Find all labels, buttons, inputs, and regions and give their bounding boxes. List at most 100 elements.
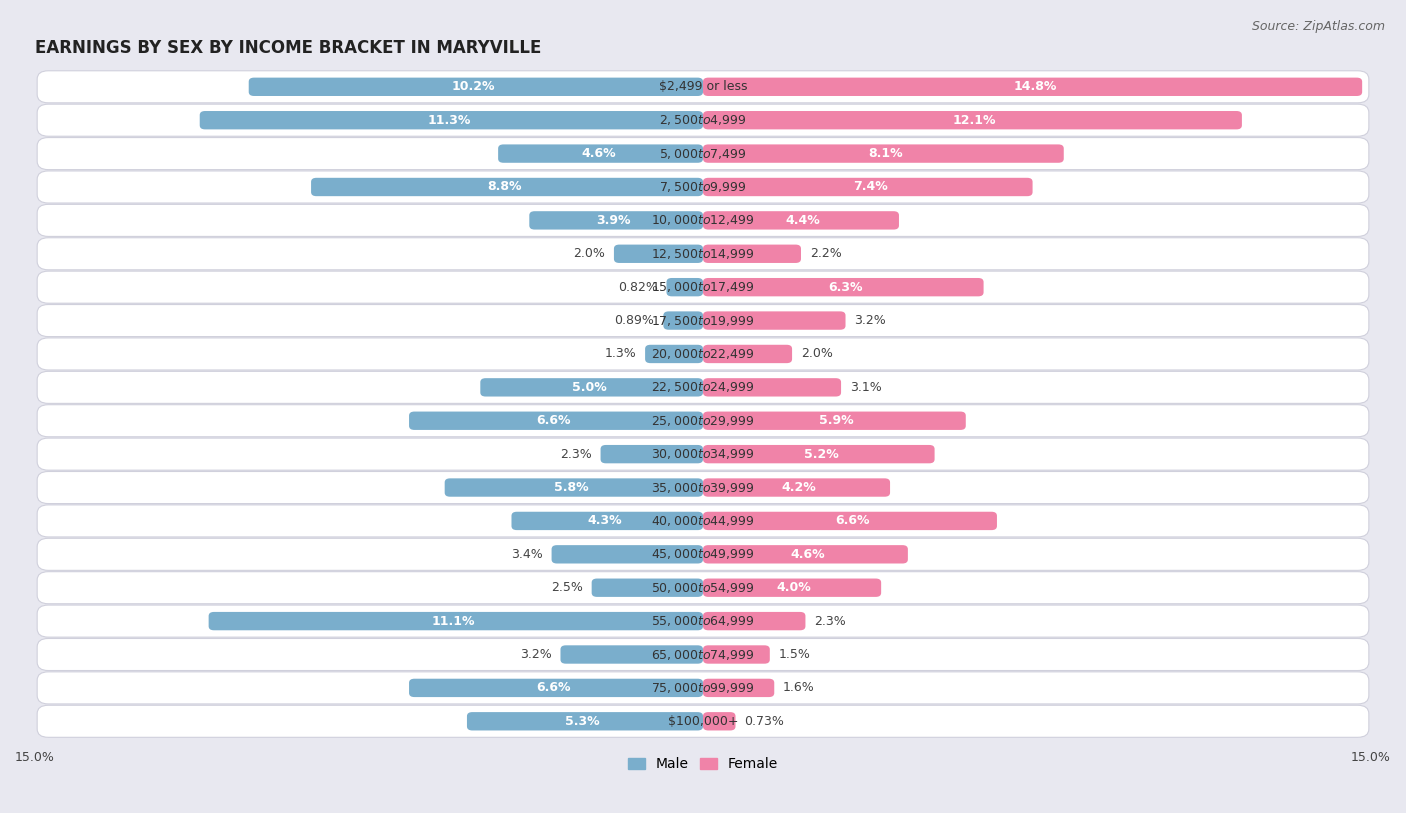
Text: 2.0%: 2.0% — [574, 247, 605, 260]
Text: 4.6%: 4.6% — [790, 548, 825, 561]
FancyBboxPatch shape — [703, 478, 890, 497]
Legend: Male, Female: Male, Female — [623, 751, 783, 776]
Text: 2.0%: 2.0% — [801, 347, 832, 360]
Text: $2,499 or less: $2,499 or less — [659, 80, 747, 93]
FancyBboxPatch shape — [37, 572, 1369, 604]
FancyBboxPatch shape — [703, 546, 908, 563]
Text: $7,500 to $9,999: $7,500 to $9,999 — [659, 180, 747, 194]
FancyBboxPatch shape — [703, 712, 735, 730]
Text: 5.2%: 5.2% — [804, 448, 838, 461]
FancyBboxPatch shape — [37, 605, 1369, 637]
FancyBboxPatch shape — [703, 111, 1241, 129]
FancyBboxPatch shape — [311, 178, 703, 196]
FancyBboxPatch shape — [703, 178, 1032, 196]
Text: 11.3%: 11.3% — [427, 114, 471, 127]
Text: 2.5%: 2.5% — [551, 581, 582, 594]
Text: 7.4%: 7.4% — [852, 180, 887, 193]
FancyBboxPatch shape — [37, 705, 1369, 737]
Text: $45,000 to $49,999: $45,000 to $49,999 — [651, 547, 755, 561]
Text: 6.6%: 6.6% — [537, 415, 571, 428]
Text: 4.2%: 4.2% — [782, 481, 815, 494]
FancyBboxPatch shape — [703, 445, 935, 463]
FancyBboxPatch shape — [37, 272, 1369, 303]
Text: 6.3%: 6.3% — [828, 280, 863, 293]
Text: 3.9%: 3.9% — [596, 214, 631, 227]
Text: 4.6%: 4.6% — [581, 147, 616, 160]
Text: 5.0%: 5.0% — [572, 380, 607, 393]
FancyBboxPatch shape — [37, 472, 1369, 503]
Text: 11.1%: 11.1% — [432, 615, 475, 628]
Text: 3.2%: 3.2% — [520, 648, 551, 661]
FancyBboxPatch shape — [703, 311, 845, 330]
Text: $17,500 to $19,999: $17,500 to $19,999 — [651, 314, 755, 328]
Text: 5.8%: 5.8% — [554, 481, 589, 494]
FancyBboxPatch shape — [37, 171, 1369, 203]
FancyBboxPatch shape — [37, 405, 1369, 437]
Text: 3.4%: 3.4% — [510, 548, 543, 561]
FancyBboxPatch shape — [703, 679, 775, 697]
FancyBboxPatch shape — [37, 338, 1369, 370]
FancyBboxPatch shape — [37, 237, 1369, 270]
Text: $30,000 to $34,999: $30,000 to $34,999 — [651, 447, 755, 461]
FancyBboxPatch shape — [498, 145, 703, 163]
FancyBboxPatch shape — [703, 345, 792, 363]
Text: $40,000 to $44,999: $40,000 to $44,999 — [651, 514, 755, 528]
Text: 6.6%: 6.6% — [537, 681, 571, 694]
Text: 14.8%: 14.8% — [1014, 80, 1056, 93]
FancyBboxPatch shape — [37, 71, 1369, 102]
FancyBboxPatch shape — [37, 137, 1369, 170]
FancyBboxPatch shape — [409, 679, 703, 697]
Text: 2.3%: 2.3% — [560, 448, 592, 461]
Text: $15,000 to $17,499: $15,000 to $17,499 — [651, 280, 755, 294]
FancyBboxPatch shape — [703, 145, 1064, 163]
FancyBboxPatch shape — [703, 646, 770, 663]
Text: 0.89%: 0.89% — [614, 314, 654, 327]
FancyBboxPatch shape — [37, 104, 1369, 137]
Text: 5.3%: 5.3% — [565, 715, 600, 728]
FancyBboxPatch shape — [249, 77, 703, 96]
Text: 3.2%: 3.2% — [855, 314, 886, 327]
Text: $10,000 to $12,499: $10,000 to $12,499 — [651, 213, 755, 228]
FancyBboxPatch shape — [481, 378, 703, 397]
Text: $2,500 to $4,999: $2,500 to $4,999 — [659, 113, 747, 127]
Text: 4.4%: 4.4% — [786, 214, 821, 227]
Text: $50,000 to $54,999: $50,000 to $54,999 — [651, 580, 755, 595]
FancyBboxPatch shape — [703, 278, 984, 297]
FancyBboxPatch shape — [703, 511, 997, 530]
FancyBboxPatch shape — [551, 546, 703, 563]
Text: $100,000+: $100,000+ — [668, 715, 738, 728]
FancyBboxPatch shape — [592, 579, 703, 597]
FancyBboxPatch shape — [37, 672, 1369, 704]
FancyBboxPatch shape — [614, 245, 703, 263]
FancyBboxPatch shape — [561, 646, 703, 663]
FancyBboxPatch shape — [703, 245, 801, 263]
Text: 2.2%: 2.2% — [810, 247, 842, 260]
Text: 4.0%: 4.0% — [778, 581, 811, 594]
Text: 0.82%: 0.82% — [617, 280, 658, 293]
Text: EARNINGS BY SEX BY INCOME BRACKET IN MARYVILLE: EARNINGS BY SEX BY INCOME BRACKET IN MAR… — [35, 39, 541, 57]
Text: 8.8%: 8.8% — [488, 180, 522, 193]
Text: $65,000 to $74,999: $65,000 to $74,999 — [651, 647, 755, 662]
Text: $5,000 to $7,499: $5,000 to $7,499 — [659, 146, 747, 161]
FancyBboxPatch shape — [37, 372, 1369, 403]
Text: $55,000 to $64,999: $55,000 to $64,999 — [651, 614, 755, 628]
FancyBboxPatch shape — [645, 345, 703, 363]
FancyBboxPatch shape — [37, 204, 1369, 237]
FancyBboxPatch shape — [703, 411, 966, 430]
Text: $22,500 to $24,999: $22,500 to $24,999 — [651, 380, 755, 394]
FancyBboxPatch shape — [703, 77, 1362, 96]
FancyBboxPatch shape — [512, 511, 703, 530]
FancyBboxPatch shape — [703, 211, 898, 229]
Text: $20,000 to $22,499: $20,000 to $22,499 — [651, 347, 755, 361]
FancyBboxPatch shape — [37, 538, 1369, 571]
Text: $75,000 to $99,999: $75,000 to $99,999 — [651, 681, 755, 695]
Text: Source: ZipAtlas.com: Source: ZipAtlas.com — [1251, 20, 1385, 33]
Text: 8.1%: 8.1% — [869, 147, 903, 160]
FancyBboxPatch shape — [467, 712, 703, 730]
Text: 1.3%: 1.3% — [605, 347, 636, 360]
FancyBboxPatch shape — [600, 445, 703, 463]
FancyBboxPatch shape — [200, 111, 703, 129]
Text: 3.1%: 3.1% — [851, 380, 882, 393]
FancyBboxPatch shape — [37, 438, 1369, 470]
FancyBboxPatch shape — [703, 378, 841, 397]
